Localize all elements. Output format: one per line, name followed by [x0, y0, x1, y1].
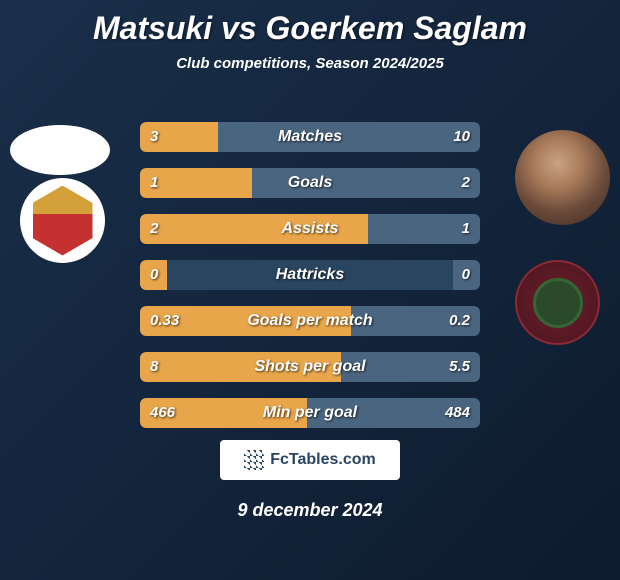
stat-label: Goals per match [140, 306, 480, 336]
stat-label: Min per goal [140, 398, 480, 428]
stat-label: Assists [140, 214, 480, 244]
stat-label: Matches [140, 122, 480, 152]
stat-row: 85.5Shots per goal [140, 352, 480, 382]
subtitle: Club competitions, Season 2024/2025 [0, 55, 620, 72]
stat-row: 310Matches [140, 122, 480, 152]
footer-logo: FcTables.com [220, 440, 400, 480]
stat-row: 00Hattricks [140, 260, 480, 290]
stat-row: 0.330.2Goals per match [140, 306, 480, 336]
club-badge-right [515, 260, 600, 345]
stat-row: 466484Min per goal [140, 398, 480, 428]
hatayspor-badge-icon [533, 278, 583, 328]
stat-row: 12Goals [140, 168, 480, 198]
stat-row: 21Assists [140, 214, 480, 244]
stat-label: Goals [140, 168, 480, 198]
page-title: Matsuki vs Goerkem Saglam [0, 0, 620, 47]
chart-icon [244, 450, 264, 470]
club-badge-left [20, 178, 105, 263]
footer-logo-text: FcTables.com [270, 451, 376, 469]
goztepe-badge-icon [33, 186, 93, 256]
stats-container: 310Matches 12Goals 21Assists 00Hattricks 0.3… [140, 122, 480, 444]
player-left-avatar [10, 125, 110, 175]
stat-label: Hattricks [140, 260, 480, 290]
stat-label: Shots per goal [140, 352, 480, 382]
date-text: 9 december 2024 [237, 500, 382, 521]
player-right-avatar [515, 130, 610, 225]
